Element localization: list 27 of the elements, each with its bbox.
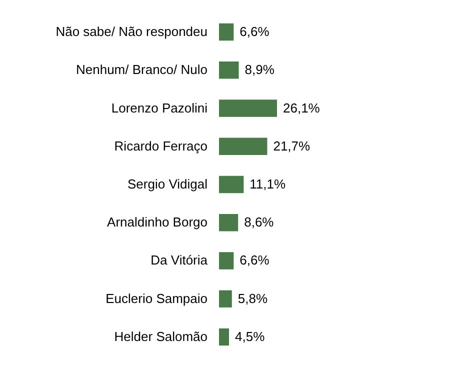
data-label: 8,6% (244, 214, 274, 230)
y-tick-label: Helder Salomão (114, 328, 208, 344)
data-label: 4,5% (235, 328, 266, 344)
data-label: 6,6% (240, 252, 270, 268)
bar (219, 252, 234, 270)
bar (219, 214, 238, 232)
y-tick-label: Da Vitória (150, 252, 208, 268)
data-label: 11,1% (250, 176, 286, 192)
data-label: 5,8% (238, 290, 268, 306)
y-tick-label: Arnaldinho Borgo (107, 214, 208, 230)
y-tick-label: Lorenzo Pazolini (111, 100, 208, 116)
bar (219, 328, 229, 346)
data-label: 26,1% (283, 100, 320, 116)
data-label: 8,9% (244, 62, 275, 78)
bar (219, 100, 277, 117)
y-tick-label: Ricardo Ferraço (114, 138, 208, 154)
bar (219, 23, 234, 41)
y-tick-label: Euclerio Sampaio (106, 290, 208, 306)
bar (219, 138, 268, 155)
y-tick-label: Nenhum/ Branco/ Nulo (76, 62, 208, 78)
data-label: 21,7% (273, 138, 311, 154)
bar (219, 176, 244, 194)
data-label: 6,6% (240, 24, 270, 40)
y-tick-label: Sergio Vidigal (128, 176, 208, 192)
y-tick-label: Não sabe/ Não respondeu (56, 24, 208, 40)
bar (219, 290, 232, 308)
bar (219, 62, 239, 79)
